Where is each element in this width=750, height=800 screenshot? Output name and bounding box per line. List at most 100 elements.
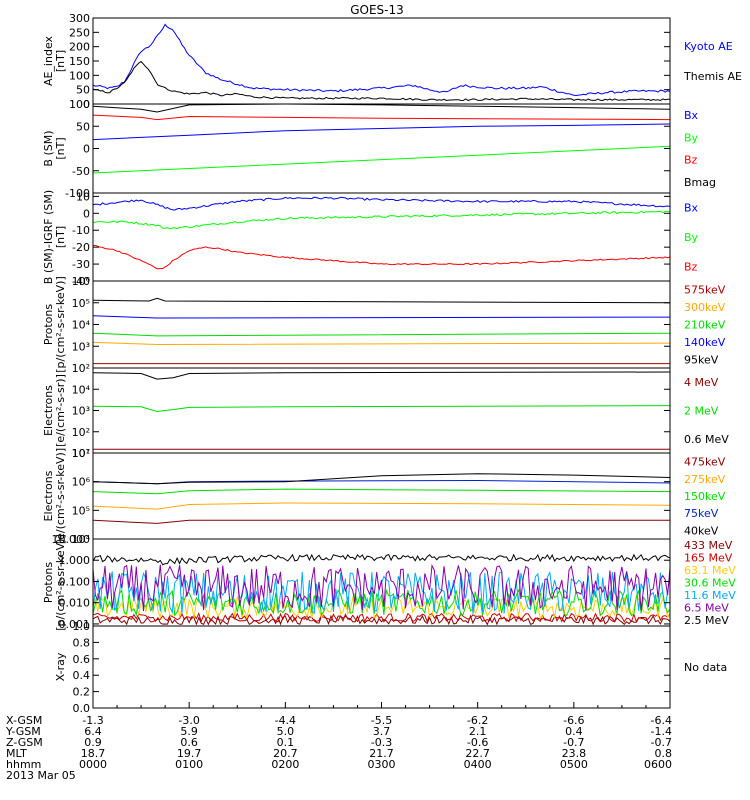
x-row-value: 0200: [271, 758, 299, 771]
panel-frame: [92, 452, 671, 540]
panel-frame: [92, 17, 671, 105]
y-axis-label: [p/(cm²-s-sr-keV)]: [54, 276, 67, 373]
x-row-value: -0.7: [651, 736, 672, 749]
y-tick-label: 0.100: [59, 575, 91, 588]
y-tick-label: 10²: [72, 426, 90, 439]
y-tick-label: -40: [72, 275, 90, 288]
panel-frame: [92, 280, 671, 369]
x-row-value: 0500: [560, 758, 588, 771]
x-row-value: -1.4: [651, 725, 672, 738]
x-axis-labels: X-GSM -1.3 -3.0 -4.4 -5.5 -6.2 -6.6 -6.4 Y-GSM 6.…: [5, 702, 672, 782]
series-line-electrons2-0: [92, 519, 670, 524]
series-line-bsm-2: [92, 114, 671, 121]
legend-entry: 433 MeV: [684, 539, 733, 552]
x-row-value: 0100: [175, 758, 203, 771]
legend-entry: 300keV: [684, 301, 726, 314]
legend-entry: 40keV: [684, 524, 719, 537]
series-line-electrons2-2: [92, 488, 671, 495]
y-axis-label: Electrons: [42, 385, 55, 436]
y-axis-label: Electrons: [42, 470, 55, 521]
x-row-value: -0.6: [467, 736, 488, 749]
legend-entry: Bz: [684, 154, 698, 167]
legend-entry: Bmag: [684, 176, 716, 189]
no-data-note: No data: [684, 661, 727, 674]
series-line-protons-4: [92, 297, 671, 304]
series-line-bdiff-2: [92, 244, 671, 270]
panel-protons: 10² 10³ 10⁴ 10⁵ 10⁶ Protons [p/(cm²-s-sr-keV)]…: [42, 275, 726, 375]
x-row-value: 5.9: [180, 725, 198, 738]
y-tick-label: 0.0: [73, 702, 91, 715]
x-row-value: -1.3: [82, 714, 103, 727]
y-tick-label: 0: [83, 207, 90, 220]
y-tick-label: 10¹: [72, 447, 90, 460]
legend-entry: 140keV: [684, 336, 726, 349]
legend-entry: 63.1 MeV: [684, 564, 736, 577]
y-tick-label: 10⁵: [72, 297, 90, 310]
y-tick-label: 0.6: [73, 653, 91, 666]
panel-hiprotons: 0.001 0.010 0.100 1.000 10.000 Protons [p/(cm²…: [42, 533, 736, 631]
legend-entry: 6.5 MeV: [684, 601, 729, 614]
y-tick-label: -30: [72, 258, 90, 271]
y-tick-label: 100: [69, 98, 90, 111]
legend-entry: 475keV: [684, 456, 726, 469]
x-row-value: 3.7: [373, 725, 391, 738]
panel-frame: [92, 192, 671, 282]
legend-entry: 2.5 MeV: [684, 614, 729, 627]
x-row-value: 0.1: [277, 736, 295, 749]
legend-entry: 30.6 MeV: [684, 577, 736, 590]
legend-entry: Bx: [684, 202, 699, 215]
series-line-hiprotons-2: [92, 595, 671, 620]
y-tick-label: 10³: [72, 405, 90, 418]
y-tick-label: 10⁴: [72, 533, 91, 546]
y-tick-label: 50: [76, 84, 90, 97]
y-tick-label: 150: [69, 55, 90, 68]
series-line-hiprotons-6: [92, 553, 671, 566]
plot-date: 2013 Mar 05: [6, 769, 76, 782]
legend-entry: 11.6 MeV: [684, 589, 736, 602]
x-row-label: hhmm: [6, 758, 41, 771]
y-tick-label: 250: [69, 26, 90, 39]
x-row-value: -6.2: [467, 714, 488, 727]
y-axis-label: [nT]: [54, 50, 67, 72]
series-line-bdiff-0: [92, 196, 671, 211]
x-row-value: 18.7: [81, 747, 106, 760]
y-tick-label: 10⁴: [72, 383, 91, 396]
series-line-electrons1-2: [92, 371, 671, 380]
y-tick-label: 200: [69, 41, 90, 54]
plot-title: GOES-13: [350, 3, 404, 17]
x-row-value: 5.0: [277, 725, 295, 738]
panel-electrons2: 10⁴ 10⁵ 10⁶ 10⁷ Electrons [e/(cm²-s-sr-keV)] 4…: [42, 447, 726, 546]
series-line-bsm-0: [92, 123, 671, 141]
y-tick-label: 10⁶: [72, 275, 91, 288]
x-row-label: X-GSM: [6, 714, 42, 727]
y-tick-label: -100: [65, 187, 90, 200]
series-line-hiprotons-3: [92, 588, 671, 617]
legend-entry: 4 MeV: [684, 376, 719, 389]
legend-entry: Bx: [684, 109, 699, 122]
x-row-label: MLT: [6, 747, 27, 760]
legend-entry: 2 MeV: [684, 405, 719, 418]
y-tick-label: 10³: [72, 340, 90, 353]
series-line-bdiff-1: [92, 210, 671, 230]
x-row-value: -3.0: [178, 714, 199, 727]
series-line-bsm-3: [92, 103, 671, 113]
panel-xray: 0.0 0.2 0.4 0.6 0.8 1.0 X-ray No data: [54, 620, 727, 715]
x-row-value: -4.4: [275, 714, 296, 727]
x-row-value: 0.6: [180, 736, 198, 749]
x-row-value: 21.7: [369, 747, 394, 760]
x-row-value: 2.1: [469, 725, 487, 738]
y-tick-label: 0.4: [73, 669, 91, 682]
y-axis-label: [nT]: [54, 137, 67, 159]
y-tick-label: 10⁶: [72, 476, 91, 489]
y-tick-label: 0.001: [59, 618, 91, 631]
y-axis-label: Protons: [42, 562, 55, 603]
y-axis-label: B (SM)-IGRF (SM): [42, 190, 55, 284]
series-line-protons-1: [92, 341, 671, 346]
y-tick-label: 0.8: [73, 636, 91, 649]
series-line-protons-2: [92, 332, 671, 337]
legend-entry: By: [684, 131, 699, 144]
